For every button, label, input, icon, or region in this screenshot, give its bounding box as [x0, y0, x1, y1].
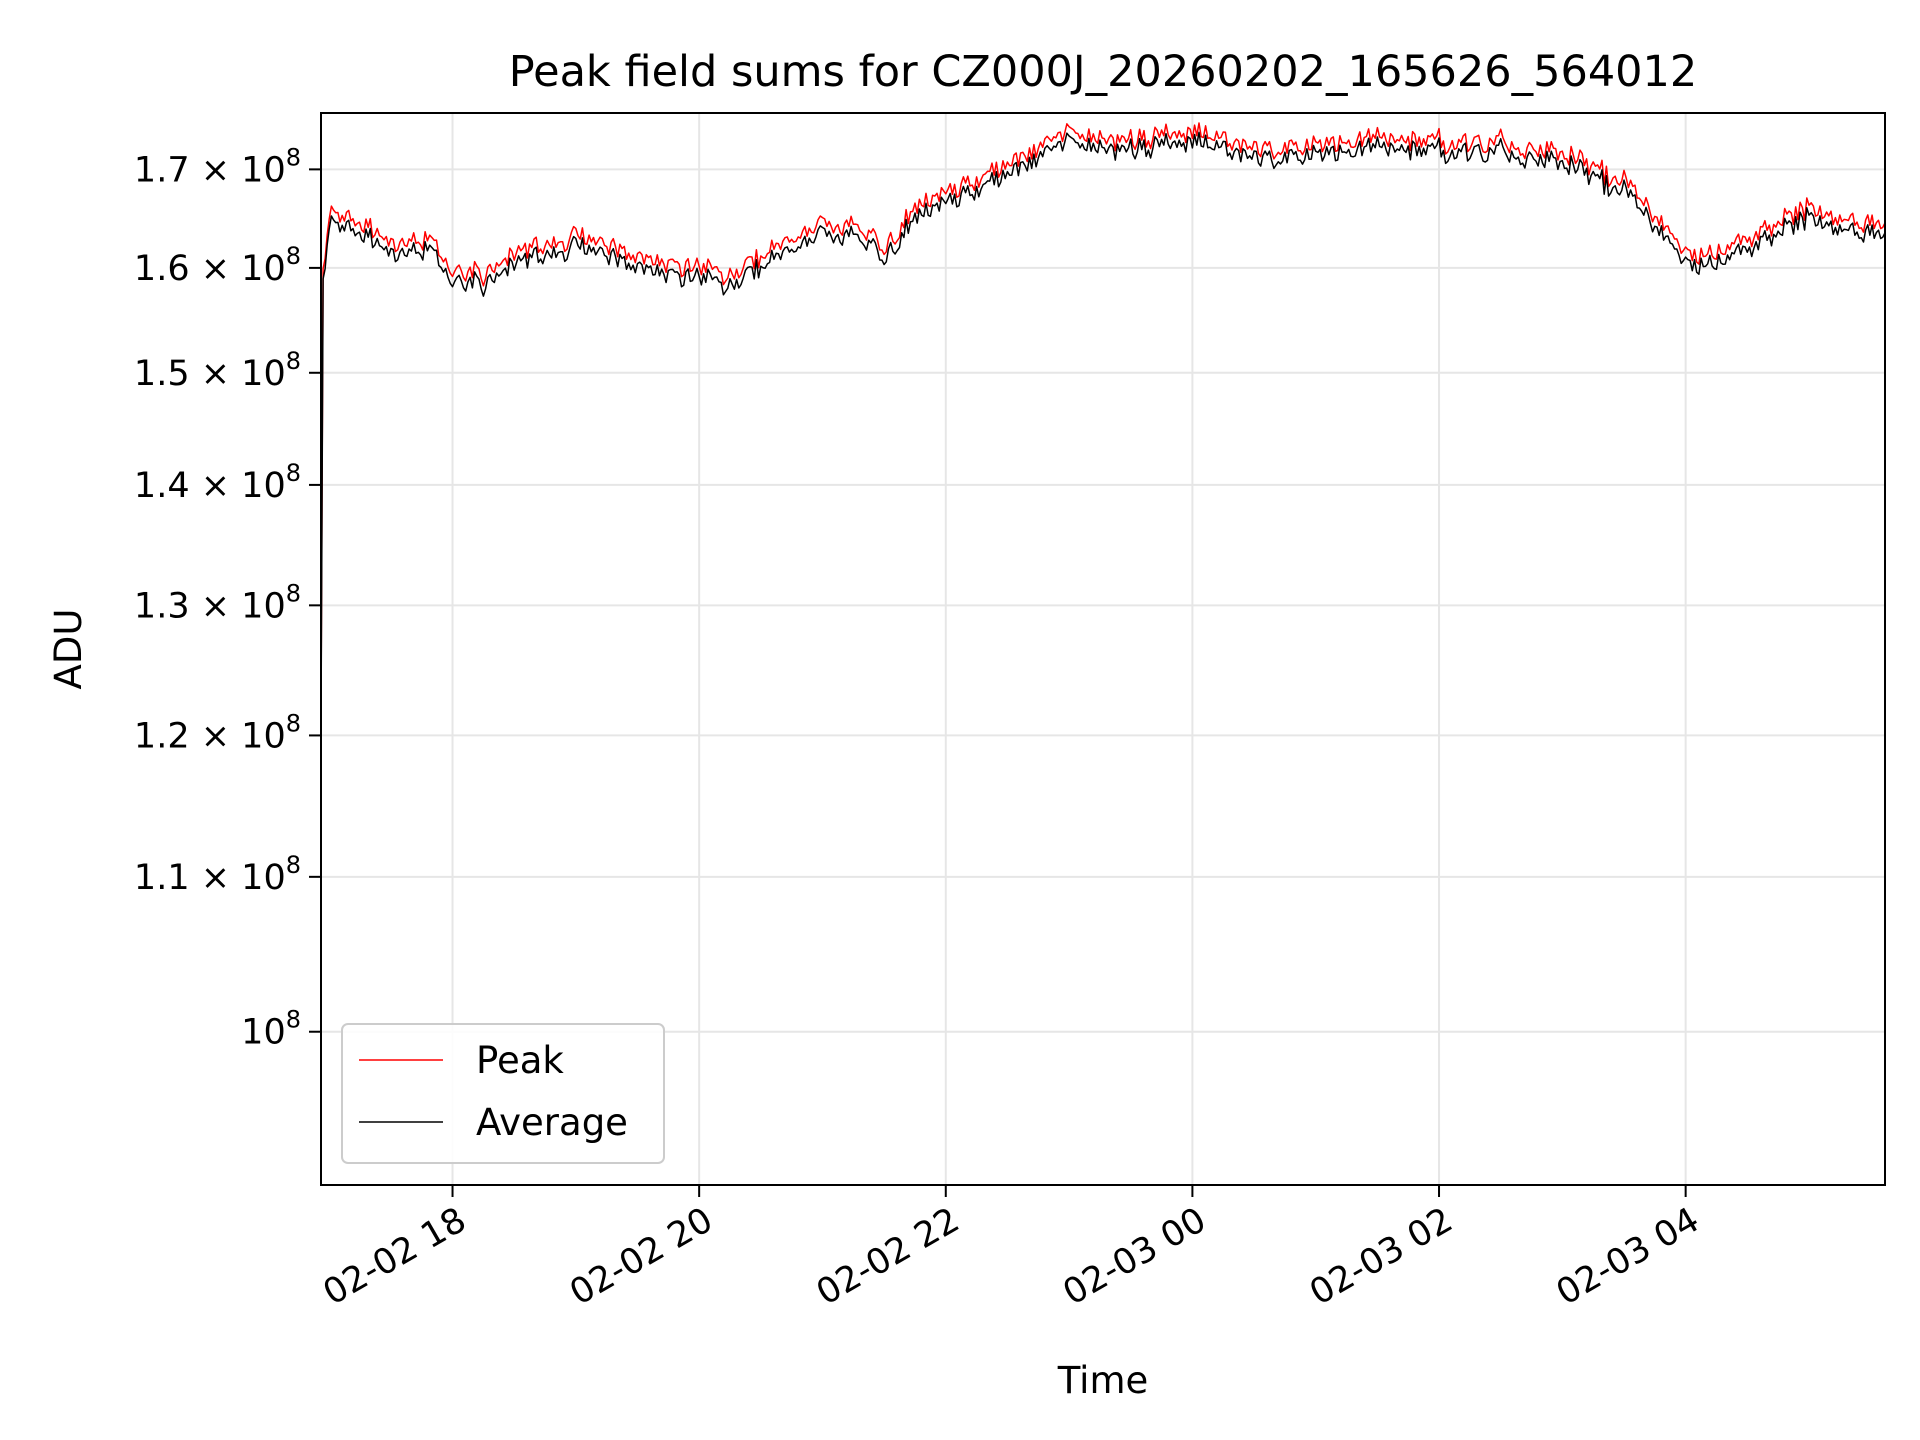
x-tick-label: 02-02 22	[810, 1200, 966, 1313]
legend-box	[341, 1023, 665, 1164]
y-tick-label: 1.5 × 108	[134, 347, 301, 394]
x-tick-label: 02-03 02	[1303, 1200, 1459, 1313]
x-tick-label: 02-02 20	[563, 1200, 719, 1313]
legend: Peak Average	[341, 1023, 665, 1164]
x-tick-label: 02-02 18	[317, 1200, 473, 1313]
y-tick-label: 1.7 × 108	[134, 143, 301, 190]
y-tick-label: 1.4 × 108	[134, 459, 301, 506]
legend-label-peak: Peak	[476, 1039, 564, 1082]
chart-title: Peak field sums for CZ000J_20260202_1656…	[509, 47, 1698, 97]
x-tick-label: 02-03 00	[1057, 1200, 1213, 1313]
x-tick-label: 02-03 04	[1550, 1200, 1706, 1313]
y-tick-label: 1.2 × 108	[134, 709, 301, 756]
series-line-average	[320, 131, 1886, 722]
legend-label-average: Average	[476, 1101, 628, 1144]
y-tick-label: 1.6 × 108	[134, 242, 301, 289]
y-tick-label: 1.3 × 108	[134, 579, 301, 626]
y-axis-label: ADU	[47, 609, 90, 690]
y-tick-label: 1.1 × 108	[134, 851, 301, 898]
series-layer	[320, 122, 1886, 722]
grid	[321, 113, 1885, 1185]
plot-frame	[320, 112, 1886, 1186]
series-line-peak	[320, 122, 1886, 709]
x-axis-label: Time	[1057, 1359, 1149, 1402]
y-tick-label: 108	[241, 1006, 301, 1053]
